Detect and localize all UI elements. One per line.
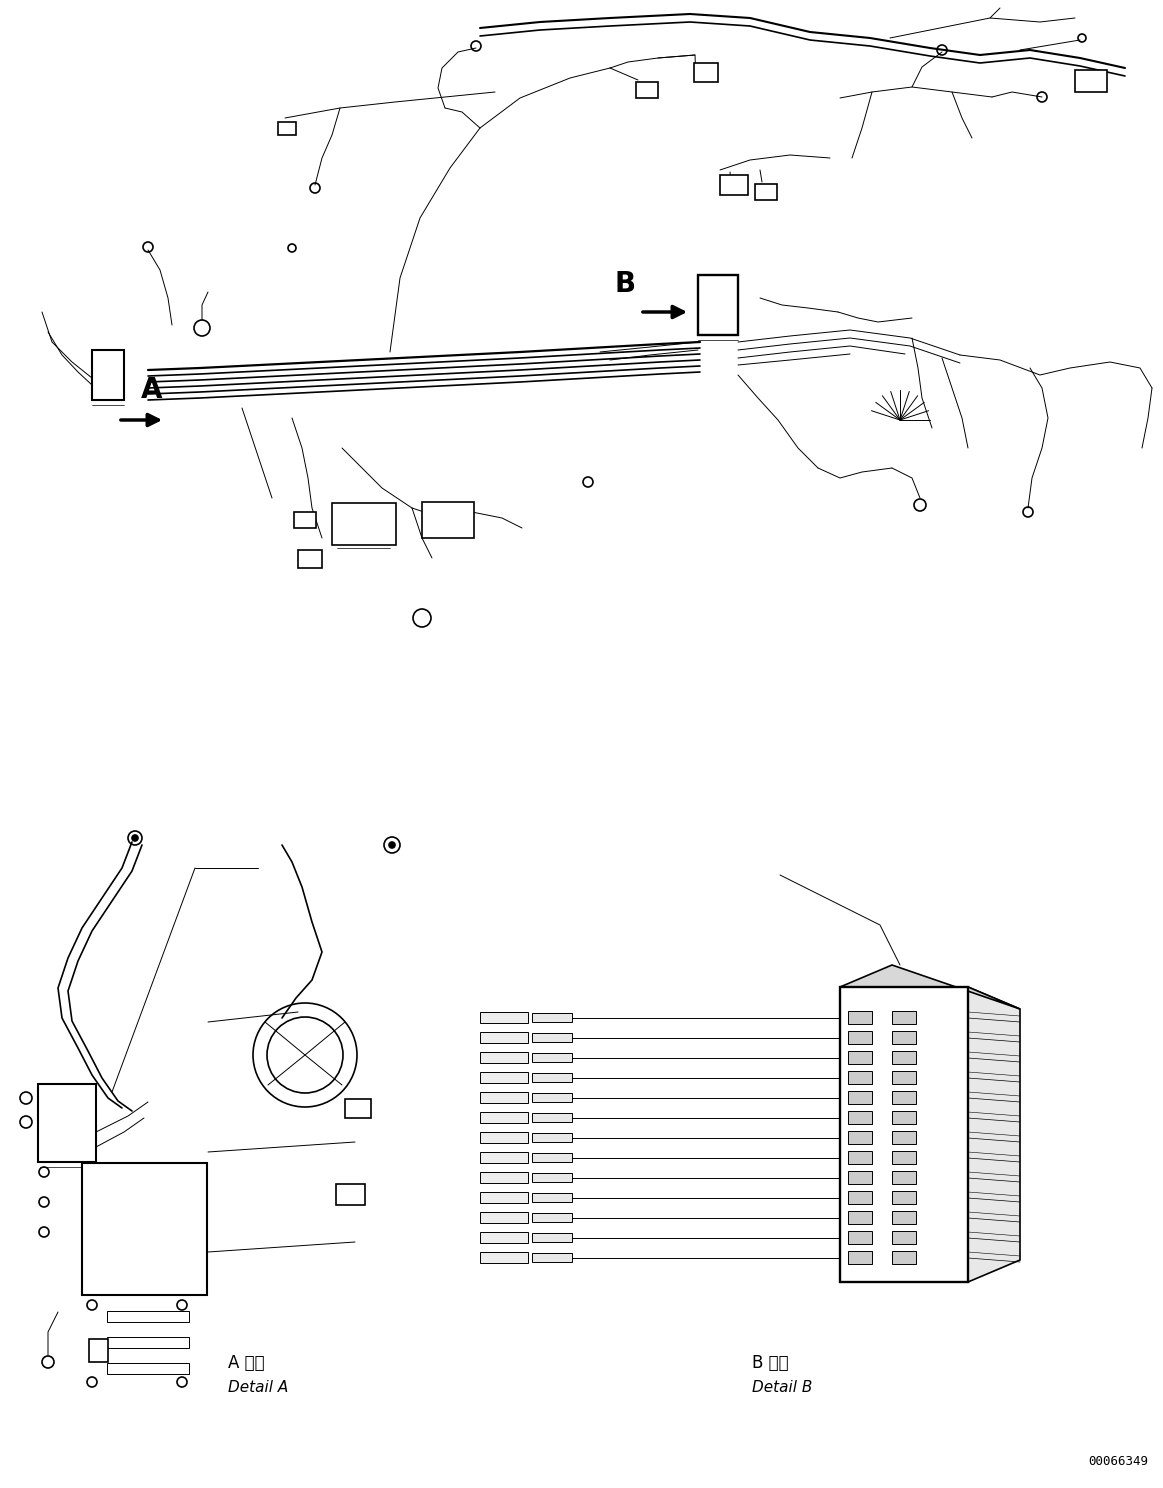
Bar — [892, 1231, 916, 1244]
Bar — [892, 1131, 916, 1144]
Bar — [892, 1010, 916, 1024]
Bar — [336, 1184, 365, 1205]
Bar — [531, 1033, 572, 1042]
Bar — [294, 512, 316, 528]
Bar — [480, 1232, 528, 1242]
Bar — [848, 1131, 872, 1144]
Bar — [531, 1173, 572, 1181]
Bar — [848, 1112, 872, 1123]
Bar — [892, 1152, 916, 1164]
Bar — [531, 1073, 572, 1082]
Bar — [531, 1132, 572, 1141]
Bar — [848, 1031, 872, 1045]
Bar — [848, 1211, 872, 1225]
Bar — [698, 275, 739, 335]
Bar — [892, 1051, 916, 1064]
Text: A 詳細: A 詳細 — [228, 1354, 265, 1372]
Bar — [892, 1211, 916, 1225]
Bar — [480, 1092, 528, 1103]
Circle shape — [388, 842, 395, 848]
Bar — [892, 1091, 916, 1104]
Bar — [480, 1132, 528, 1143]
Bar — [892, 1251, 916, 1263]
Bar — [90, 1339, 108, 1362]
Bar — [480, 1112, 528, 1123]
Polygon shape — [968, 987, 1020, 1283]
Text: Detail B: Detail B — [752, 1379, 813, 1396]
Bar — [720, 176, 748, 195]
Text: A: A — [141, 376, 163, 405]
Bar — [480, 1251, 528, 1263]
Bar — [345, 1100, 371, 1117]
Bar — [531, 1234, 572, 1242]
Bar — [1075, 70, 1107, 92]
Polygon shape — [840, 966, 1020, 1009]
Bar — [107, 1338, 190, 1348]
Bar — [531, 1113, 572, 1122]
Text: B: B — [614, 269, 635, 298]
Bar — [848, 1171, 872, 1184]
Bar — [848, 1091, 872, 1104]
Circle shape — [131, 835, 138, 841]
Bar — [480, 1071, 528, 1083]
Bar — [480, 1052, 528, 1062]
Bar — [848, 1010, 872, 1024]
Bar — [848, 1251, 872, 1263]
Bar — [480, 1012, 528, 1024]
Bar — [892, 1031, 916, 1045]
Bar — [480, 1033, 528, 1043]
Bar — [848, 1071, 872, 1083]
Bar — [694, 62, 718, 82]
Bar — [531, 1153, 572, 1162]
Bar — [422, 501, 475, 539]
Bar — [531, 1213, 572, 1222]
Bar — [480, 1173, 528, 1183]
Bar — [636, 82, 658, 98]
Bar — [755, 185, 777, 199]
Bar — [480, 1152, 528, 1164]
Bar — [892, 1171, 916, 1184]
Bar — [83, 1164, 207, 1295]
Bar — [531, 1013, 572, 1022]
Bar — [531, 1193, 572, 1202]
Bar — [480, 1192, 528, 1202]
Text: Detail A: Detail A — [228, 1379, 288, 1396]
Bar — [840, 987, 968, 1283]
Bar — [298, 551, 322, 568]
Bar — [531, 1054, 572, 1062]
Bar — [38, 1083, 97, 1162]
Bar — [107, 1363, 190, 1373]
Text: 00066349: 00066349 — [1089, 1455, 1148, 1469]
Bar — [848, 1051, 872, 1064]
Text: B 詳細: B 詳細 — [752, 1354, 789, 1372]
Bar — [892, 1112, 916, 1123]
Bar — [92, 350, 124, 400]
Bar — [531, 1094, 572, 1103]
Bar — [892, 1190, 916, 1204]
Bar — [848, 1152, 872, 1164]
Bar — [892, 1071, 916, 1083]
Bar — [848, 1231, 872, 1244]
Bar — [480, 1213, 528, 1223]
Bar — [531, 1253, 572, 1262]
Bar — [848, 1190, 872, 1204]
Bar — [107, 1311, 190, 1321]
Bar — [278, 122, 297, 135]
Bar — [331, 503, 395, 545]
